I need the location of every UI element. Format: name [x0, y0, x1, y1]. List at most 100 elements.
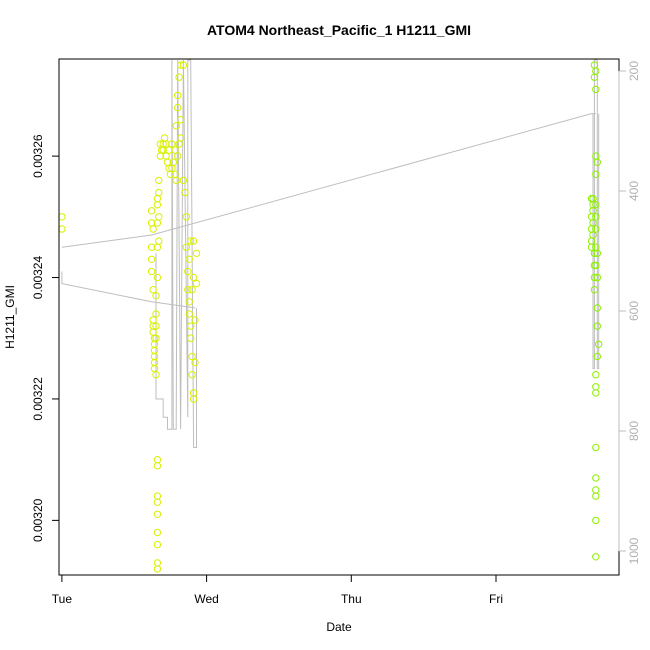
data-point	[192, 249, 201, 258]
data-point	[153, 462, 162, 470]
data-point	[592, 152, 600, 160]
data-point	[189, 237, 198, 245]
data-point	[152, 310, 160, 318]
data-point	[187, 334, 195, 342]
data-point	[174, 103, 182, 112]
data-point	[188, 286, 196, 294]
data-point	[155, 213, 163, 221]
data-point	[58, 225, 66, 233]
chart-title: ATOM4 Northeast_Pacific_1 H1211_GMI	[207, 22, 471, 38]
data-point	[153, 498, 162, 506]
data-point	[147, 255, 156, 263]
data-point	[152, 334, 160, 342]
data-point	[150, 358, 159, 367]
data-point	[592, 170, 600, 179]
data-point	[589, 207, 597, 215]
series-line-vertical	[592, 59, 600, 370]
data-point	[174, 152, 182, 160]
data-point	[191, 316, 199, 324]
data-point	[153, 194, 162, 203]
data-point	[155, 237, 163, 245]
data-point	[187, 322, 195, 330]
data-point	[153, 273, 162, 282]
data-point	[162, 152, 170, 160]
data-point	[176, 116, 185, 124]
data-point	[185, 255, 193, 263]
data-point	[592, 443, 600, 452]
data-point	[593, 273, 601, 282]
data-point	[595, 340, 603, 348]
data-point	[592, 261, 600, 270]
x-tick-label: Fri	[489, 592, 503, 606]
data-point	[171, 146, 179, 154]
data-point	[592, 213, 600, 221]
data-point	[593, 158, 601, 166]
data-point	[589, 219, 597, 227]
data-point	[159, 146, 167, 154]
data-point	[184, 267, 192, 276]
data-point	[150, 340, 159, 348]
series-line-vertical	[155, 59, 197, 448]
data-point	[162, 140, 170, 148]
y-tick-label: 0.00320	[31, 498, 45, 542]
data-point	[592, 85, 600, 94]
data-point	[150, 364, 159, 373]
data-point	[150, 334, 159, 342]
x-tick-label: Wed	[194, 592, 218, 606]
data-point	[590, 286, 599, 294]
data-point	[592, 225, 600, 233]
y-axis-right: 200 400 600 800 1000	[618, 61, 641, 564]
data-point	[58, 213, 66, 221]
data-point	[592, 486, 600, 494]
data-point	[587, 237, 596, 245]
data-point	[185, 298, 193, 306]
data-point	[153, 201, 162, 209]
data-point	[587, 243, 596, 251]
data-point	[181, 188, 189, 197]
data-point	[165, 146, 173, 154]
data-point	[592, 383, 600, 391]
data-point	[188, 371, 196, 379]
data-point	[169, 158, 178, 166]
data-point	[179, 176, 188, 185]
data-point	[152, 322, 160, 330]
data-point	[168, 140, 176, 148]
data-point	[592, 516, 600, 525]
data-point	[176, 134, 185, 142]
data-point	[587, 194, 596, 203]
data-point	[189, 273, 198, 282]
data-point	[147, 243, 156, 251]
data-point	[176, 61, 185, 69]
data-point	[182, 213, 191, 221]
data-point	[153, 456, 162, 464]
data-point	[592, 553, 600, 561]
data-point	[147, 207, 156, 215]
y2-tick-label: 600	[627, 301, 641, 321]
data-point	[590, 273, 599, 282]
data-point	[174, 91, 182, 100]
data-point	[158, 146, 166, 154]
y-axis: 0.00320 0.00322 0.00324 0.00326	[31, 134, 60, 542]
data-point	[185, 310, 193, 318]
data-point	[592, 474, 600, 482]
data-point	[184, 286, 192, 294]
y2-tick-label: 400	[627, 181, 641, 201]
x-axis: Tue Wed Thu Fri	[52, 574, 503, 606]
data-point	[589, 231, 597, 239]
data-point	[182, 243, 191, 251]
data-point	[593, 322, 601, 330]
y-tick-label: 0.00324	[31, 256, 45, 300]
data-point	[593, 249, 601, 258]
x-axis-label: Date	[326, 620, 352, 634]
data-point	[172, 176, 180, 185]
data-point	[149, 316, 157, 324]
data-point	[153, 540, 162, 549]
data-point	[147, 267, 156, 276]
data-point	[187, 237, 195, 245]
data-point	[153, 559, 162, 567]
y2-tick-label: 800	[627, 421, 641, 441]
x-tick-label: Thu	[341, 592, 362, 606]
data-point	[172, 122, 180, 130]
y-tick-label: 0.00322	[31, 377, 45, 421]
